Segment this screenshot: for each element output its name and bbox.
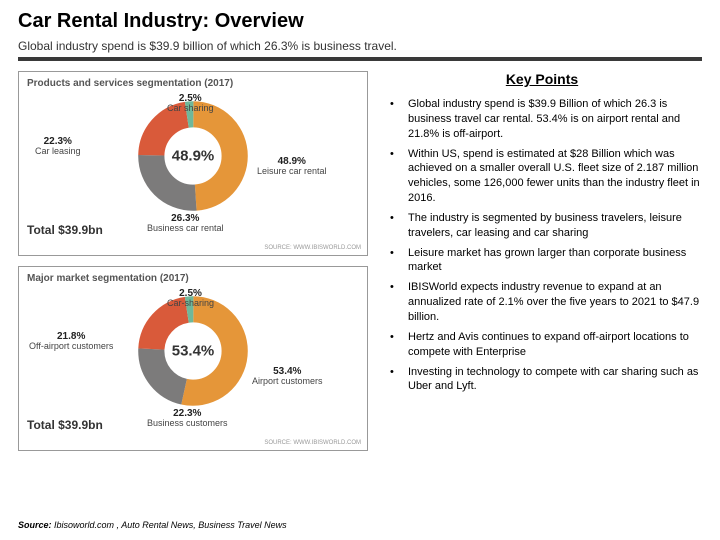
charts-column: Products and services segmentation (2017… <box>18 71 368 451</box>
key-points-column: Key Points Global industry spend is $39.… <box>382 71 702 451</box>
key-point-item: Hertz and Avis continues to expand off-a… <box>382 330 702 360</box>
key-point-item: Investing in technology to compete with … <box>382 365 702 395</box>
page-title: Car Rental Industry: Overview <box>18 10 702 33</box>
slice-label: 2.5%Car-sharing <box>167 288 214 309</box>
slice-label: 22.3%Business customers <box>147 408 228 429</box>
slice-label: 48.9%Leisure car rental <box>257 156 327 177</box>
chart1-source: SOURCE: WWW.IBISWORLD.COM <box>264 245 361 251</box>
chart2-donut: 53.4% <box>138 296 248 406</box>
divider <box>18 57 702 61</box>
key-point-item: Global industry spend is $39.9 Billion o… <box>382 97 702 142</box>
chart1-title: Products and services segmentation (2017… <box>27 78 359 89</box>
chart-major-market: Major market segmentation (2017) 53.4% 5… <box>18 266 368 451</box>
slice-label: 21.8%Off-airport customers <box>29 331 113 352</box>
slice-label: 26.3%Business car rental <box>147 213 224 234</box>
key-points-list: Global industry spend is $39.9 Billion o… <box>382 97 702 394</box>
chart2-center-label: 53.4% <box>172 343 215 360</box>
key-point-item: The industry is segmented by business tr… <box>382 211 702 241</box>
key-points-header: Key Points <box>382 71 702 87</box>
slice-label: 22.3%Car leasing <box>35 136 81 157</box>
page-subtitle: Global industry spend is $39.9 billion o… <box>18 39 702 53</box>
chart-products-services: Products and services segmentation (2017… <box>18 71 368 256</box>
slice-label: 53.4%Airport customers <box>252 366 323 387</box>
content-row: Products and services segmentation (2017… <box>18 71 702 451</box>
key-point-item: IBISWorld expects industry revenue to ex… <box>382 280 702 325</box>
chart1-center-label: 48.9% <box>172 148 215 165</box>
chart1-donut-wrap: 48.9% 48.9%Leisure car rental26.3%Busine… <box>27 91 359 221</box>
key-point-item: Leisure market has grown larger than cor… <box>382 246 702 276</box>
key-point-item: Within US, spend is estimated at $28 Bil… <box>382 147 702 206</box>
chart1-donut: 48.9% <box>138 101 248 211</box>
source-text: Ibisoworld.com , Auto Rental News, Busin… <box>54 520 287 530</box>
source-label: Source: <box>18 520 52 530</box>
chart2-donut-wrap: 53.4% 53.4%Airport customers22.3%Busines… <box>27 286 359 416</box>
chart2-title: Major market segmentation (2017) <box>27 273 359 284</box>
footer-source: Source: Ibisoworld.com , Auto Rental New… <box>18 520 287 530</box>
slice-label: 2.5%Car sharing <box>167 93 214 114</box>
chart2-source: SOURCE: WWW.IBISWORLD.COM <box>264 440 361 446</box>
